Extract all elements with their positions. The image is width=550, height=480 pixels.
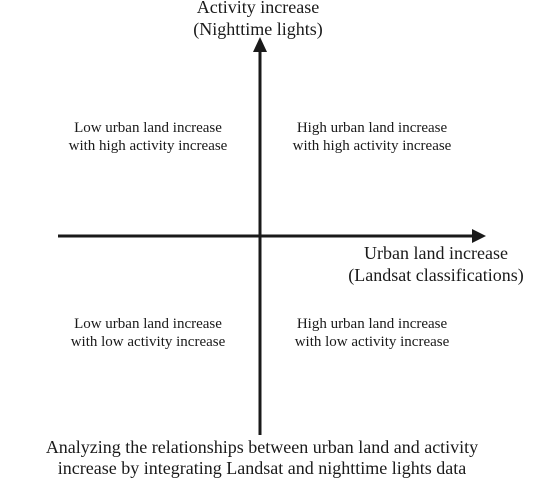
quadrant-top-right-line-2: with high activity increase (292, 138, 452, 155)
quadrant-bottom-left-line-2: with low activity increase (70, 334, 226, 351)
y-axis-label-line-2: (Nighttime lights) (193, 18, 323, 39)
diagram-caption: Analyzing the relationships between urba… (0, 437, 524, 478)
x-axis-arrowhead (472, 229, 486, 243)
caption-line-1: Analyzing the relationships between urba… (45, 437, 479, 457)
quadrant-bottom-left: Low urban land increase with low activit… (30, 315, 266, 352)
x-axis-label-line-1: Urban land increase (364, 243, 508, 263)
quadrant-bottom-right-line-2: with low activity increase (294, 334, 450, 351)
quadrant-top-left: Low urban land increase with high activi… (30, 119, 266, 156)
x-axis-label: Urban land increase (Landsat classificat… (318, 243, 550, 286)
quadrant-bottom-left-line-1: Low urban land increase (74, 316, 222, 332)
quadrant-top-left-line-1: Low urban land increase (74, 120, 222, 136)
y-axis-arrowhead (253, 37, 267, 52)
quadrant-top-right: High urban land increase with high activ… (254, 119, 490, 156)
y-axis-label: Activity increase (Nighttime lights) (130, 0, 386, 40)
quadrant-top-left-line-2: with high activity increase (68, 138, 228, 155)
y-axis-label-line-1: Activity increase (196, 0, 320, 17)
quadrant-top-right-line-1: High urban land increase (296, 120, 448, 136)
quadrant-bottom-right: High urban land increase with low activi… (254, 315, 490, 352)
quadrant-bottom-right-line-1: High urban land increase (296, 316, 448, 332)
x-axis-label-line-2: (Landsat classifications) (348, 264, 524, 285)
caption-line-2: increase by integrating Landsat and nigh… (57, 457, 467, 478)
